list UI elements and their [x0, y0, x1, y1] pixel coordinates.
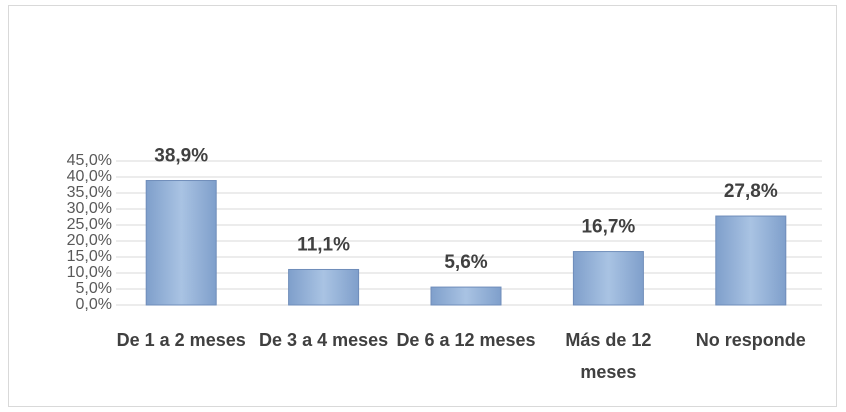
- data-label: 27,8%: [724, 181, 778, 202]
- x-tick-label: No responde: [695, 330, 806, 350]
- chart-frame: [8, 5, 837, 407]
- y-tick-label: 20,0%: [67, 232, 112, 249]
- bar: [288, 268, 360, 306]
- data-label: 11,1%: [297, 234, 350, 255]
- y-tick-label: 45,0%: [67, 152, 112, 169]
- x-tick-label: De 6 a 12 meses: [396, 330, 536, 350]
- y-tick-label: 40,0%: [67, 168, 112, 185]
- x-tick-label: De 1 a 2 meses: [116, 330, 246, 350]
- bar: [715, 215, 787, 306]
- y-tick-label: 0,0%: [76, 296, 112, 313]
- x-tick-label: Más de 12 meses: [565, 330, 652, 382]
- data-label: 16,7%: [581, 217, 635, 238]
- data-label: 38,9%: [154, 146, 208, 167]
- bar: [145, 180, 217, 306]
- y-tick-label: 15,0%: [67, 248, 112, 265]
- x-tick-label: De 3 a 4 meses: [259, 330, 389, 350]
- bar: [430, 286, 502, 306]
- y-tick-label: 35,0%: [67, 184, 112, 201]
- bar: [572, 251, 644, 306]
- data-label: 5,6%: [444, 252, 487, 273]
- y-tick-label: 30,0%: [67, 200, 112, 217]
- y-tick-label: 5,0%: [76, 280, 112, 297]
- y-tick-label: 10,0%: [67, 264, 112, 281]
- y-tick-label: 25,0%: [67, 216, 112, 233]
